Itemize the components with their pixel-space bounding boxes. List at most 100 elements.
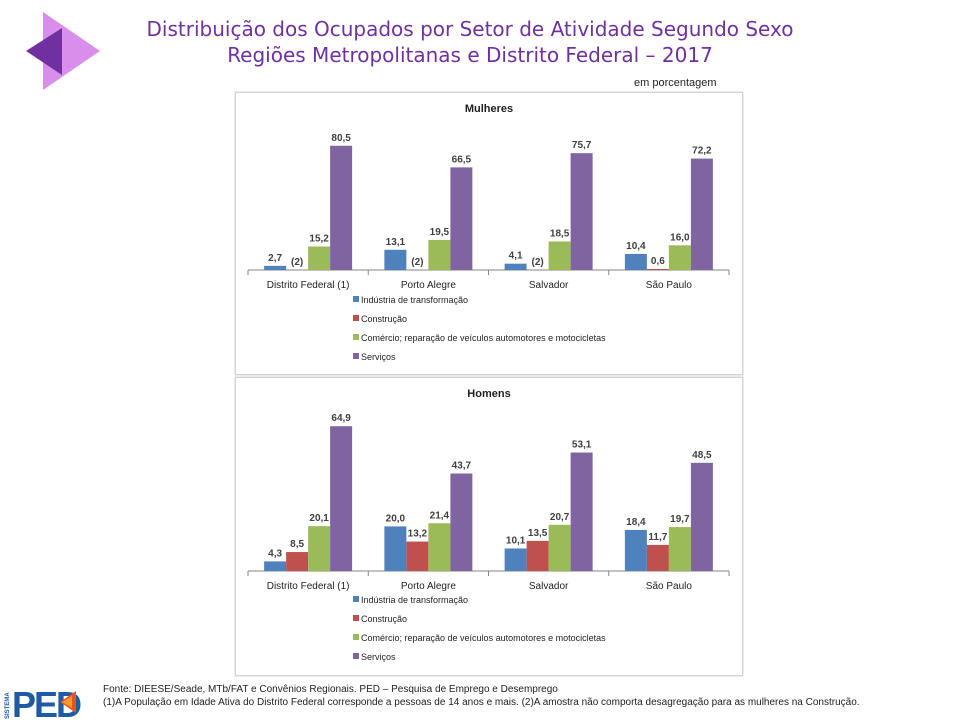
legend-swatch — [353, 334, 359, 340]
title-line-1: Distribuição dos Ocupados por Setor de A… — [146, 17, 794, 41]
bar-comércio-3 — [668, 527, 691, 571]
data-label: 19,7 — [670, 514, 690, 525]
data-label: 2,7 — [268, 253, 282, 264]
unit-note: em porcentagem — [634, 77, 717, 89]
bar-indústria-3 — [624, 529, 647, 571]
bar-indústria-2 — [504, 263, 527, 270]
bar-comércio-1 — [428, 523, 451, 571]
bar-serviços-1 — [450, 473, 473, 571]
bar-comércio-2 — [548, 524, 571, 571]
legend-label: Serviços — [361, 352, 396, 362]
data-label: (2) — [532, 257, 544, 268]
bar-comércio-1 — [428, 239, 451, 270]
data-label: 0,6 — [651, 256, 665, 267]
data-label: 21,4 — [430, 510, 450, 521]
bar-indústria-1 — [384, 526, 407, 571]
data-label: 13,2 — [408, 529, 428, 540]
data-label: 13,1 — [386, 237, 406, 248]
legend-swatch — [353, 653, 359, 659]
data-label: 53,1 — [572, 440, 592, 451]
data-label: 18,5 — [550, 228, 570, 239]
source-note: Fonte: DIEESE/Seade, MTb/FAT e Convênios… — [103, 684, 558, 695]
legend-label: Indústria de transformação — [361, 295, 468, 305]
data-label: 18,4 — [626, 517, 646, 528]
category-label: Porto Alegre — [401, 280, 456, 291]
footer-notes: Fonte: DIEESE/Seade, MTb/FAT e Convênios… — [103, 683, 860, 709]
legend-label: Construção — [361, 614, 407, 624]
bar-comércio-3 — [668, 245, 691, 270]
data-label: 10,4 — [626, 241, 646, 252]
ped-logo-side-text: SISTEMA — [5, 692, 11, 719]
data-label: (2) — [411, 257, 423, 268]
category-label: São Paulo — [646, 280, 693, 291]
bar-construção-0 — [286, 552, 309, 571]
data-label: 64,9 — [331, 413, 351, 424]
data-label: 19,5 — [430, 227, 450, 238]
data-label: 20,1 — [309, 513, 329, 524]
bar-serviços-2 — [570, 452, 593, 571]
legend-swatch — [353, 634, 359, 640]
chart-mulheres: Mulheres 2,7 (2) 15,2 80,5 Distrito Federal … — [247, 103, 730, 362]
category-label: Salvador — [529, 280, 569, 291]
bar-indústria-2 — [504, 548, 527, 571]
legend-swatch — [353, 296, 359, 302]
footnotes: (1)A População em Idade Ativa do Distrit… — [103, 697, 860, 708]
chart-title: Mulheres — [465, 103, 513, 115]
bar-indústria-3 — [624, 253, 647, 270]
data-label: 72,2 — [692, 146, 712, 157]
bar-construção-2 — [526, 540, 549, 571]
data-label: 8,5 — [290, 539, 304, 550]
data-label: (2) — [291, 257, 303, 268]
legend-label: Comércio; reparação de veículos automoto… — [361, 333, 606, 343]
legend-label: Construção — [361, 314, 407, 324]
data-label: 75,7 — [572, 140, 592, 151]
logo-dark-triangle — [26, 28, 62, 75]
bar-serviços-2 — [570, 153, 593, 270]
legend-swatch — [353, 353, 359, 359]
legend-label: Serviços — [361, 652, 396, 662]
diamond-triangles-logo — [26, 12, 100, 90]
category-label: Salvador — [529, 581, 569, 592]
legend-swatch — [353, 615, 359, 621]
category-label: Porto Alegre — [401, 581, 456, 592]
bar-comércio-0 — [308, 246, 331, 270]
category-label: São Paulo — [646, 581, 693, 592]
data-label: 20,0 — [386, 513, 406, 524]
legend-label: Indústria de transformação — [361, 595, 468, 605]
data-label: 10,1 — [506, 535, 526, 546]
bar-serviços-0 — [330, 426, 353, 571]
bar-indústria-0 — [264, 561, 287, 571]
bar-comércio-2 — [548, 241, 571, 270]
ped-logo-arrow-inner-icon — [62, 696, 72, 708]
data-label: 11,7 — [648, 532, 667, 543]
category-label: Distrito Federal (1) — [267, 581, 350, 592]
legend-label: Comércio; reparação de veículos automoto… — [361, 633, 606, 643]
data-label: 66,5 — [452, 154, 472, 165]
category-label: Distrito Federal (1) — [267, 280, 350, 291]
title-line-2: Regiões Metropolitanas e Distrito Federa… — [227, 43, 713, 67]
bar-serviços-3 — [690, 158, 713, 270]
bar-serviços-0 — [330, 145, 353, 270]
data-label: 43,7 — [452, 461, 472, 472]
chart-title: Homens — [467, 388, 510, 400]
bar-indústria-0 — [264, 265, 287, 270]
legend-swatch — [353, 315, 359, 321]
data-label: 48,5 — [692, 450, 712, 461]
data-label: 4,3 — [268, 548, 282, 559]
page-title: Distribuição dos Ocupados por Setor de A… — [0, 16, 970, 68]
bar-indústria-1 — [384, 249, 407, 270]
data-label: 13,5 — [528, 528, 548, 539]
bar-construção-1 — [406, 541, 429, 571]
data-label: 4,1 — [509, 251, 523, 262]
data-label: 80,5 — [331, 133, 351, 144]
bar-serviços-3 — [690, 462, 713, 571]
chart-homens: Homens 4,3 8,5 20,1 64,9 Distrito Federal (1… — [247, 388, 730, 662]
legend-swatch — [353, 596, 359, 602]
data-label: 16,0 — [670, 232, 690, 243]
ped-logo: SISTEMA PED — [5, 684, 83, 721]
data-label: 20,7 — [550, 512, 570, 523]
bar-construção-3 — [646, 544, 669, 571]
chart-panel-mulheres: Mulheres 2,7 (2) 15,2 80,5 Distrito Federal … — [235, 92, 743, 375]
bar-comércio-0 — [308, 526, 331, 571]
data-label: 15,2 — [309, 234, 329, 245]
